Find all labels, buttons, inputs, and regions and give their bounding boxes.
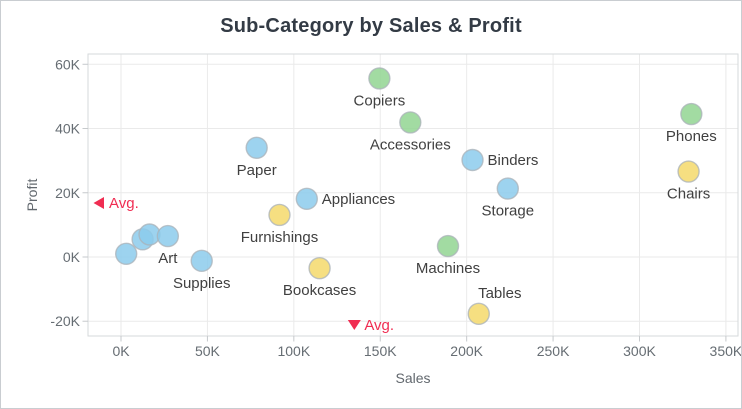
point-label-binders: Binders <box>488 152 539 169</box>
x-tick-label: 100K <box>277 343 310 359</box>
point-label-furnishings: Furnishings <box>241 229 319 246</box>
point-label-copiers: Copiers <box>354 92 406 109</box>
avg-sales-marker-icon[interactable] <box>347 320 361 330</box>
y-tick-label: -20K <box>50 313 80 329</box>
point-chairs[interactable] <box>677 160 700 183</box>
avg-profit-label: Avg. <box>109 195 139 212</box>
point-label-tables: Tables <box>478 285 521 302</box>
point-paper[interactable] <box>245 136 268 159</box>
point-furnishings[interactable] <box>268 203 291 227</box>
point-label-chairs: Chairs <box>667 186 710 203</box>
x-tick-label: 250K <box>537 343 570 359</box>
y-tick-label: 0K <box>63 249 81 265</box>
x-tick-label: 150K <box>364 343 397 359</box>
x-tick-label: 350K <box>710 343 742 359</box>
point-storage[interactable] <box>496 177 519 200</box>
x-tick-label: 300K <box>623 343 656 359</box>
point-label-phones: Phones <box>666 128 717 145</box>
point-label-appliances: Appliances <box>322 191 395 208</box>
y-tick-label: 20K <box>55 185 81 201</box>
point-label-art: Art <box>158 250 178 267</box>
chart-title: Sub-Category by Sales & Profit <box>220 15 522 37</box>
point-binders[interactable] <box>461 148 484 172</box>
point-label-storage: Storage <box>482 203 535 220</box>
y-tick-label: 40K <box>55 121 81 137</box>
x-axis-title: Sales <box>395 370 430 386</box>
x-tick-label: 50K <box>195 343 221 359</box>
point-supplies[interactable] <box>190 249 213 273</box>
point-tables[interactable] <box>467 302 490 326</box>
x-tick-label: 200K <box>450 343 483 359</box>
point-label-bookcases: Bookcases <box>283 282 356 299</box>
point-label-supplies: Supplies <box>173 275 231 292</box>
point-copiers[interactable] <box>368 67 391 90</box>
avg-profit-marker-icon[interactable] <box>93 197 105 210</box>
plot-border <box>87 53 739 337</box>
point-appliances[interactable] <box>295 187 318 211</box>
x-tick-label: 0K <box>112 343 130 359</box>
y-axis-title: Profit <box>24 179 40 212</box>
point-accessories[interactable] <box>399 111 422 134</box>
point-art[interactable] <box>156 224 180 248</box>
point-phones[interactable] <box>680 102 703 126</box>
y-tick-label: 60K <box>55 56 81 72</box>
avg-sales-label: Avg. <box>364 317 394 334</box>
point-label-paper: Paper <box>237 162 277 179</box>
point-bookcases[interactable] <box>308 257 331 280</box>
point-unlabeled[interactable] <box>114 242 138 265</box>
point-label-accessories: Accessories <box>370 136 451 153</box>
point-machines[interactable] <box>436 234 460 258</box>
point-label-machines: Machines <box>416 260 480 277</box>
